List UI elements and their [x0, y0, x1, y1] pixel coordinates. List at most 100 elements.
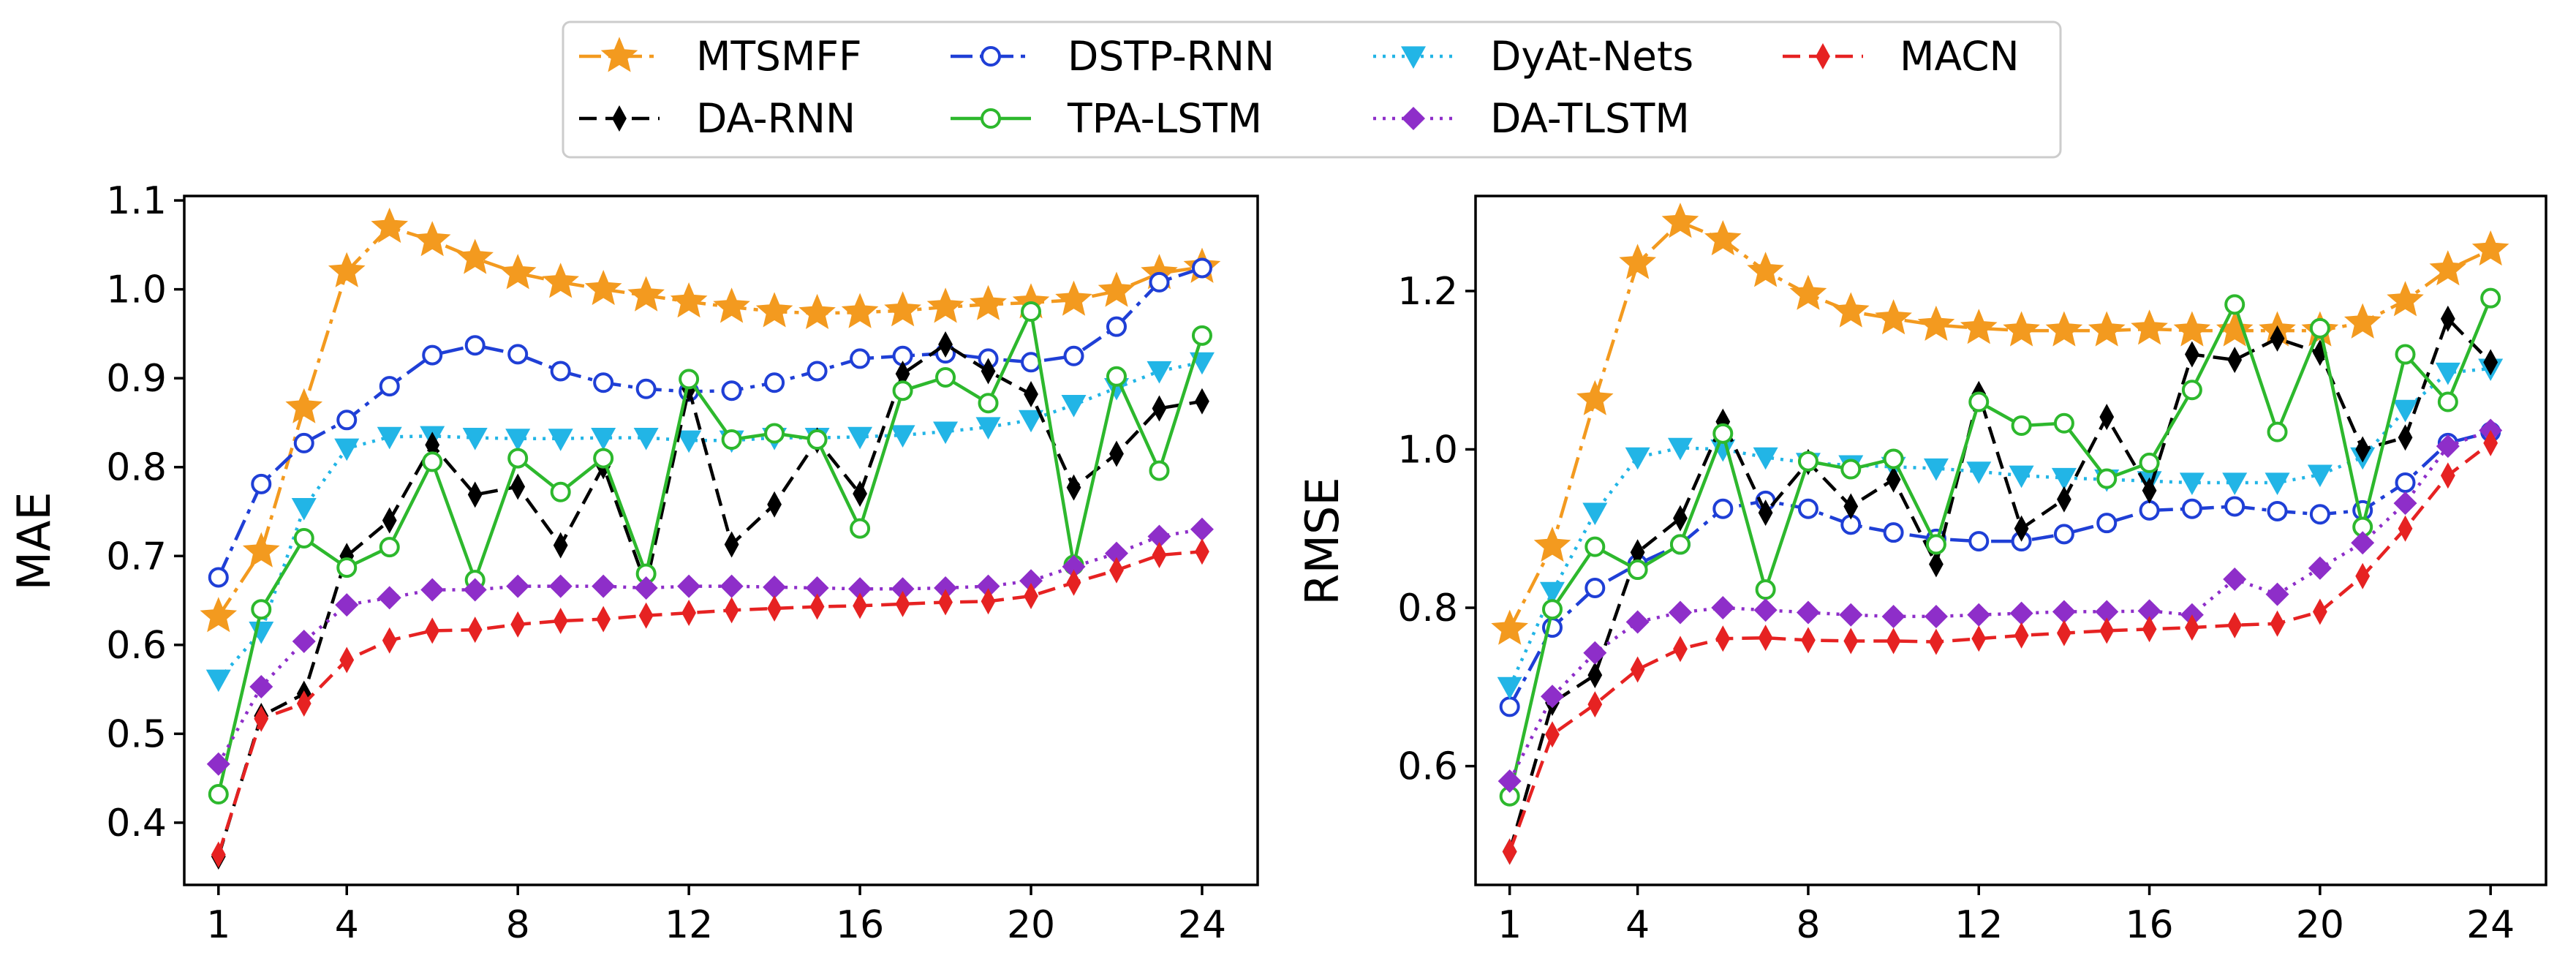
data-point-dstp	[2139, 499, 2160, 521]
data-point-darnn	[1024, 381, 1038, 408]
series-datlstm	[1497, 418, 2503, 793]
data-point-macn	[1886, 627, 1901, 655]
data-point-tpa	[892, 380, 913, 401]
data-point-mtsmff	[841, 293, 879, 328]
data-point-darnn	[553, 532, 568, 559]
data-point-dyat	[291, 498, 317, 521]
data-point-macn	[1195, 538, 1209, 565]
series-line-darnn	[1508, 317, 2492, 853]
data-point-dstp	[1149, 271, 1170, 293]
data-point-mtsmff	[884, 291, 921, 327]
data-point-datlstm	[249, 674, 273, 698]
data-point-mtsmff	[970, 284, 1007, 320]
data-point-dstp	[1499, 696, 1520, 717]
data-point-tpa	[2224, 294, 2245, 315]
data-point-dstp	[1797, 498, 1818, 519]
data-point-dstp	[1584, 577, 1606, 598]
data-point-tpa	[507, 448, 529, 469]
data-point-dstp	[2096, 513, 2118, 534]
data-point-mtsmff	[755, 292, 793, 328]
data-point-macn	[1545, 721, 1560, 748]
series-line-macn	[216, 549, 1203, 856]
data-point-dyat	[975, 417, 1001, 440]
data-point-dyat	[2265, 472, 2290, 495]
data-point-darnn	[2014, 515, 2029, 542]
y-axis-label: RMSE	[1296, 477, 1349, 605]
data-point-datlstm	[1839, 603, 1863, 627]
data-point-macn	[1715, 625, 1731, 652]
data-point-mtsmff	[1789, 274, 1827, 310]
legend-marker-dyat	[1401, 46, 1426, 69]
data-point-datlstm	[506, 574, 530, 598]
axes-frame	[183, 195, 1259, 886]
data-point-mtsmff	[1533, 527, 1571, 562]
data-point-mtsmff	[242, 532, 280, 568]
legend-item-darnn: DA-RNN	[579, 95, 855, 142]
data-point-macn	[211, 841, 226, 868]
data-point-mtsmff	[2429, 250, 2467, 286]
data-point-darnn	[1587, 662, 1603, 689]
data-point-macn	[382, 627, 397, 654]
data-point-datlstm	[1881, 604, 1905, 628]
legend-label: DA-RNN	[696, 95, 855, 142]
data-point-macn	[681, 600, 697, 627]
data-point-macn	[596, 606, 611, 633]
data-point-mtsmff	[413, 221, 451, 257]
data-point-mtsmff	[1875, 299, 1912, 335]
series-tpa	[208, 301, 1212, 805]
data-point-darnn	[981, 358, 996, 385]
data-point-dyat	[591, 428, 616, 450]
data-point-tpa	[2011, 415, 2032, 436]
data-point-dstp	[1883, 522, 1904, 543]
data-point-darnn	[1929, 551, 1944, 578]
series-line-dstp	[216, 266, 1203, 578]
x-tick-label: 16	[836, 903, 884, 947]
legend-marker-tpa	[981, 108, 1001, 129]
data-point-dstp	[2309, 504, 2330, 525]
data-point-mtsmff	[2216, 311, 2254, 347]
data-point-tpa	[721, 429, 742, 450]
y-tick-label: 0.4	[106, 802, 167, 845]
data-point-datlstm	[976, 574, 1000, 598]
data-point-darnn	[1630, 539, 1645, 566]
legend-label: MACN	[1900, 33, 2020, 80]
data-point-dyat	[676, 430, 702, 453]
data-point-darnn	[2483, 349, 2498, 376]
data-point-macn	[296, 690, 311, 717]
data-point-macn	[1801, 627, 1816, 654]
y-tick-label: 0.6	[106, 624, 167, 668]
data-point-datlstm	[1540, 685, 1564, 709]
data-point-dyat	[1667, 437, 1693, 461]
data-point-datlstm	[2393, 491, 2417, 516]
data-point-mtsmff	[1917, 305, 1955, 342]
data-point-mtsmff	[542, 263, 579, 298]
data-point-mtsmff	[2045, 311, 2083, 347]
data-point-tpa	[593, 448, 614, 469]
data-point-tpa	[1968, 391, 1990, 412]
data-point-macn	[638, 602, 654, 629]
data-point-tpa	[2480, 287, 2501, 309]
data-point-macn	[2057, 619, 2071, 646]
data-point-tpa	[1584, 536, 1606, 557]
legend-label: TPA-LSTM	[1067, 95, 1262, 142]
y-tick-label: 0.8	[106, 446, 167, 490]
data-point-tpa	[1755, 579, 1776, 600]
data-point-dstp	[251, 473, 272, 494]
series-dyat	[205, 352, 1215, 693]
data-point-tpa	[2053, 412, 2074, 434]
data-point-tpa	[208, 784, 229, 805]
data-point-tpa	[2139, 452, 2160, 473]
legend: MTSMFF DSTP-RNN DyAt-Nets MACN DA-RNN TPA-LST…	[562, 20, 2062, 159]
data-point-dyat	[2179, 472, 2205, 495]
x-tick-label: 8	[1796, 903, 1820, 947]
x-tick-label: 24	[2466, 903, 2515, 947]
data-point-dstp	[1063, 345, 1084, 366]
data-point-mtsmff	[2003, 311, 2040, 347]
data-point-tpa	[978, 393, 999, 414]
data-point-tpa	[2309, 317, 2330, 339]
data-point-macn	[2440, 462, 2455, 489]
data-point-dstp	[721, 380, 742, 401]
data-point-mtsmff	[1098, 271, 1136, 307]
data-point-dstp	[593, 372, 614, 393]
data-point-macn	[938, 589, 953, 616]
